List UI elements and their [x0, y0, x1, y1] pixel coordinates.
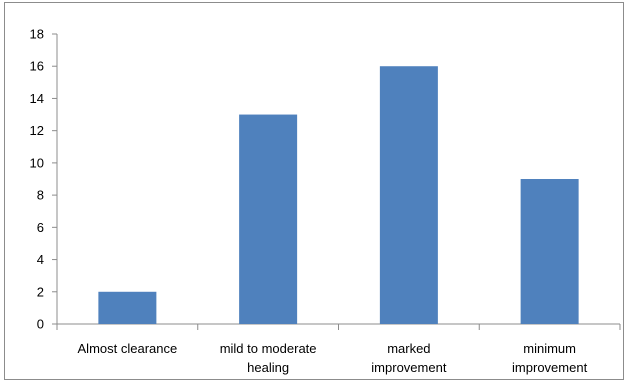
bar — [239, 114, 298, 324]
x-category-label: marked improvement — [371, 341, 447, 375]
bar — [98, 291, 157, 324]
bar — [379, 66, 438, 324]
y-tick-label: 12 — [30, 123, 44, 138]
bar — [520, 179, 579, 324]
y-tick-label: 2 — [37, 284, 44, 299]
y-tick-label: 6 — [37, 220, 44, 235]
y-tick-label: 14 — [30, 91, 44, 106]
y-tick-label: 16 — [30, 59, 44, 74]
y-tick-label: 8 — [37, 188, 44, 203]
x-category-label: Almost clearance — [78, 341, 178, 356]
y-tick-label: 0 — [37, 317, 44, 332]
labels: 0 2 4 6 8 10 12 14 16 18 Almost clearance mild to m… — [30, 27, 588, 376]
y-tick-label: 18 — [30, 27, 44, 42]
x-category-label: minimum improvement — [512, 341, 588, 375]
bars — [98, 66, 579, 324]
y-tick-label: 10 — [30, 155, 44, 170]
y-tick-label: 4 — [37, 252, 44, 267]
x-category-label: mild to moderate healing — [220, 341, 317, 375]
